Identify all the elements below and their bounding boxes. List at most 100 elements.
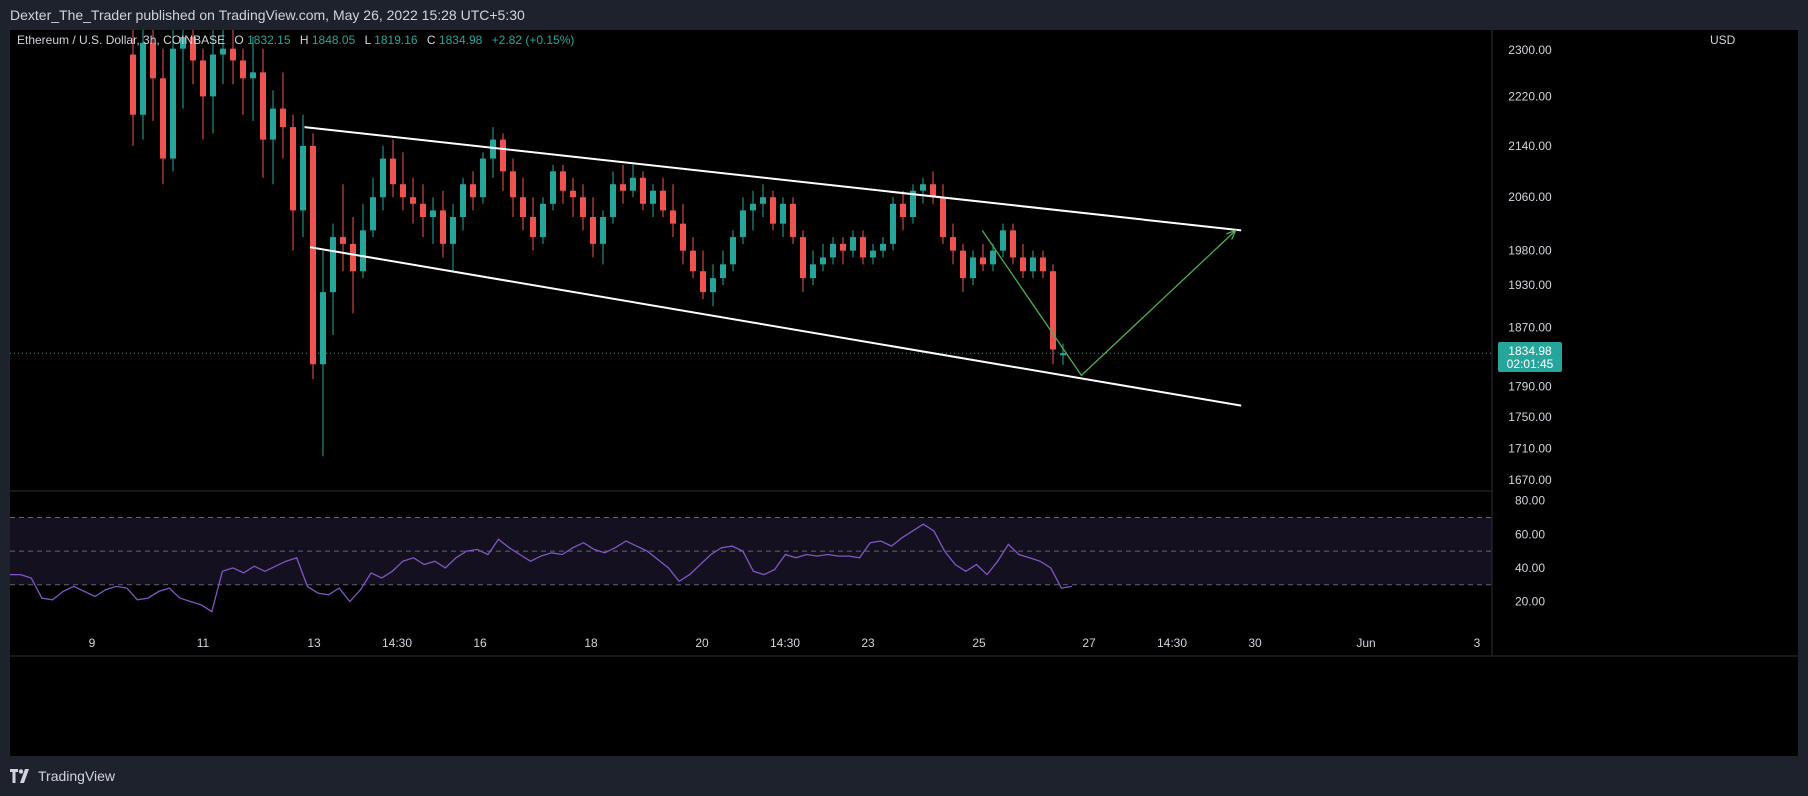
candle-down bbox=[580, 197, 586, 218]
time-tick-label: 14:30 bbox=[770, 636, 800, 650]
brand-name: TradingView bbox=[38, 768, 116, 784]
candle-down bbox=[260, 72, 266, 140]
drawings[interactable] bbox=[304, 126, 1242, 407]
candles[interactable] bbox=[130, 25, 1066, 457]
candle-down bbox=[800, 237, 806, 279]
candle-up bbox=[650, 190, 656, 204]
candle-down bbox=[660, 190, 666, 211]
candle-down bbox=[190, 36, 196, 61]
candle-up bbox=[1060, 353, 1066, 356]
countdown-value: 02:01:45 bbox=[1507, 357, 1554, 371]
axes[interactable]: 2300.002220.002140.002060.001980.001930.… bbox=[89, 43, 1552, 650]
candle-down bbox=[240, 60, 246, 79]
low-value: 1819.16 bbox=[374, 33, 418, 47]
candle-down bbox=[440, 210, 446, 244]
time-tick-label: 20 bbox=[695, 636, 709, 650]
time-tick-label: 3 bbox=[1474, 636, 1481, 650]
candle-up bbox=[220, 48, 226, 55]
price-tick-label: 1790.00 bbox=[1508, 380, 1552, 394]
candle-down bbox=[690, 250, 696, 272]
projection bbox=[981, 229, 1237, 377]
candle-up bbox=[610, 184, 616, 218]
candle-up bbox=[710, 278, 716, 293]
candle-down bbox=[840, 243, 846, 251]
candle-up bbox=[730, 237, 736, 265]
candle-down bbox=[400, 184, 406, 198]
time-tick-label: 11 bbox=[197, 636, 210, 650]
symbol-label: Ethereum / U.S. Dollar, 3h, COINBASE bbox=[17, 33, 225, 47]
high-label: H bbox=[300, 33, 309, 47]
candle-down bbox=[790, 203, 796, 238]
publisher-bar: Dexter_The_Trader published on TradingVi… bbox=[0, 0, 1808, 30]
candle-up bbox=[550, 171, 556, 204]
candle-up bbox=[760, 197, 766, 204]
candle-up bbox=[450, 217, 456, 244]
candle-down bbox=[410, 197, 416, 204]
candle-up bbox=[740, 210, 746, 238]
publisher-text: Dexter_The_Trader published on TradingVi… bbox=[10, 7, 525, 23]
time-tick-label: 27 bbox=[1082, 636, 1096, 650]
price-tick-label: 2060.00 bbox=[1508, 190, 1552, 204]
price-tick-label: 2220.00 bbox=[1508, 89, 1552, 103]
candle-up bbox=[170, 48, 176, 159]
candle-down bbox=[290, 127, 296, 211]
candle-down bbox=[470, 184, 476, 198]
chart-area[interactable]: 2300.00 2220.00 2140.00 2060.00 1980.00 1930.… bbox=[10, 25, 1798, 756]
candle-up bbox=[250, 72, 256, 79]
time-tick-label: 23 bbox=[861, 636, 875, 650]
candle-up bbox=[140, 42, 146, 115]
candle-up bbox=[1030, 257, 1036, 272]
candle-up bbox=[880, 243, 886, 251]
candle-down bbox=[680, 223, 686, 251]
price-tick-label: 1930.00 bbox=[1508, 278, 1552, 292]
open-value: 1832.15 bbox=[247, 33, 291, 47]
candle-down bbox=[930, 184, 936, 198]
last-price-badge: 1834.98 02:01:45 bbox=[1498, 342, 1562, 372]
candle-up bbox=[830, 243, 836, 258]
candle-down bbox=[1050, 271, 1056, 350]
time-tick-label: 18 bbox=[584, 636, 598, 650]
candle-down bbox=[1040, 257, 1046, 272]
candle-up bbox=[630, 177, 636, 191]
close-label: C bbox=[427, 33, 436, 47]
currency-label: USD bbox=[1710, 33, 1736, 47]
rsi-tick-label: 40.00 bbox=[1515, 561, 1545, 575]
candle-up bbox=[330, 237, 336, 293]
candle-up bbox=[870, 250, 876, 258]
price-tick-label: 1710.00 bbox=[1508, 441, 1552, 455]
candle-up bbox=[360, 230, 366, 272]
candle-up bbox=[540, 203, 546, 238]
candle-up bbox=[910, 190, 916, 218]
projection-arrowhead bbox=[1226, 229, 1237, 240]
candle-up bbox=[970, 257, 976, 279]
candle-down bbox=[280, 108, 286, 128]
ohlc-legend: Ethereum / U.S. Dollar, 3h, COINBASE O 1… bbox=[17, 33, 574, 47]
rsi-pane bbox=[10, 517, 1492, 586]
candle-up bbox=[380, 158, 386, 198]
open-label: O bbox=[234, 33, 243, 47]
candle-down bbox=[560, 171, 566, 191]
candle-down bbox=[980, 257, 986, 265]
candle-down bbox=[150, 42, 156, 79]
candle-up bbox=[990, 250, 996, 265]
candle-down bbox=[340, 237, 346, 244]
rsi-tick-label: 60.00 bbox=[1515, 527, 1545, 541]
candle-down bbox=[230, 48, 236, 61]
candle-down bbox=[500, 139, 506, 172]
channel-upper bbox=[304, 126, 1242, 232]
last-price-value: 1834.98 bbox=[1508, 344, 1552, 358]
price-tick-label: 1980.00 bbox=[1508, 244, 1552, 258]
candle-up bbox=[180, 36, 186, 49]
candle-up bbox=[430, 210, 436, 218]
chart-canvas[interactable]: 2300.002220.002140.002060.001980.001930.… bbox=[10, 25, 1798, 756]
candle-down bbox=[640, 177, 646, 204]
time-tick-label: 14:30 bbox=[382, 636, 412, 650]
candle-up bbox=[850, 237, 856, 251]
candle-up bbox=[920, 184, 926, 191]
candle-up bbox=[370, 197, 376, 231]
candle-down bbox=[390, 158, 396, 185]
candle-down bbox=[570, 190, 576, 198]
tradingview-logo[interactable]: TradingView bbox=[10, 768, 115, 784]
low-label: L bbox=[365, 33, 372, 47]
